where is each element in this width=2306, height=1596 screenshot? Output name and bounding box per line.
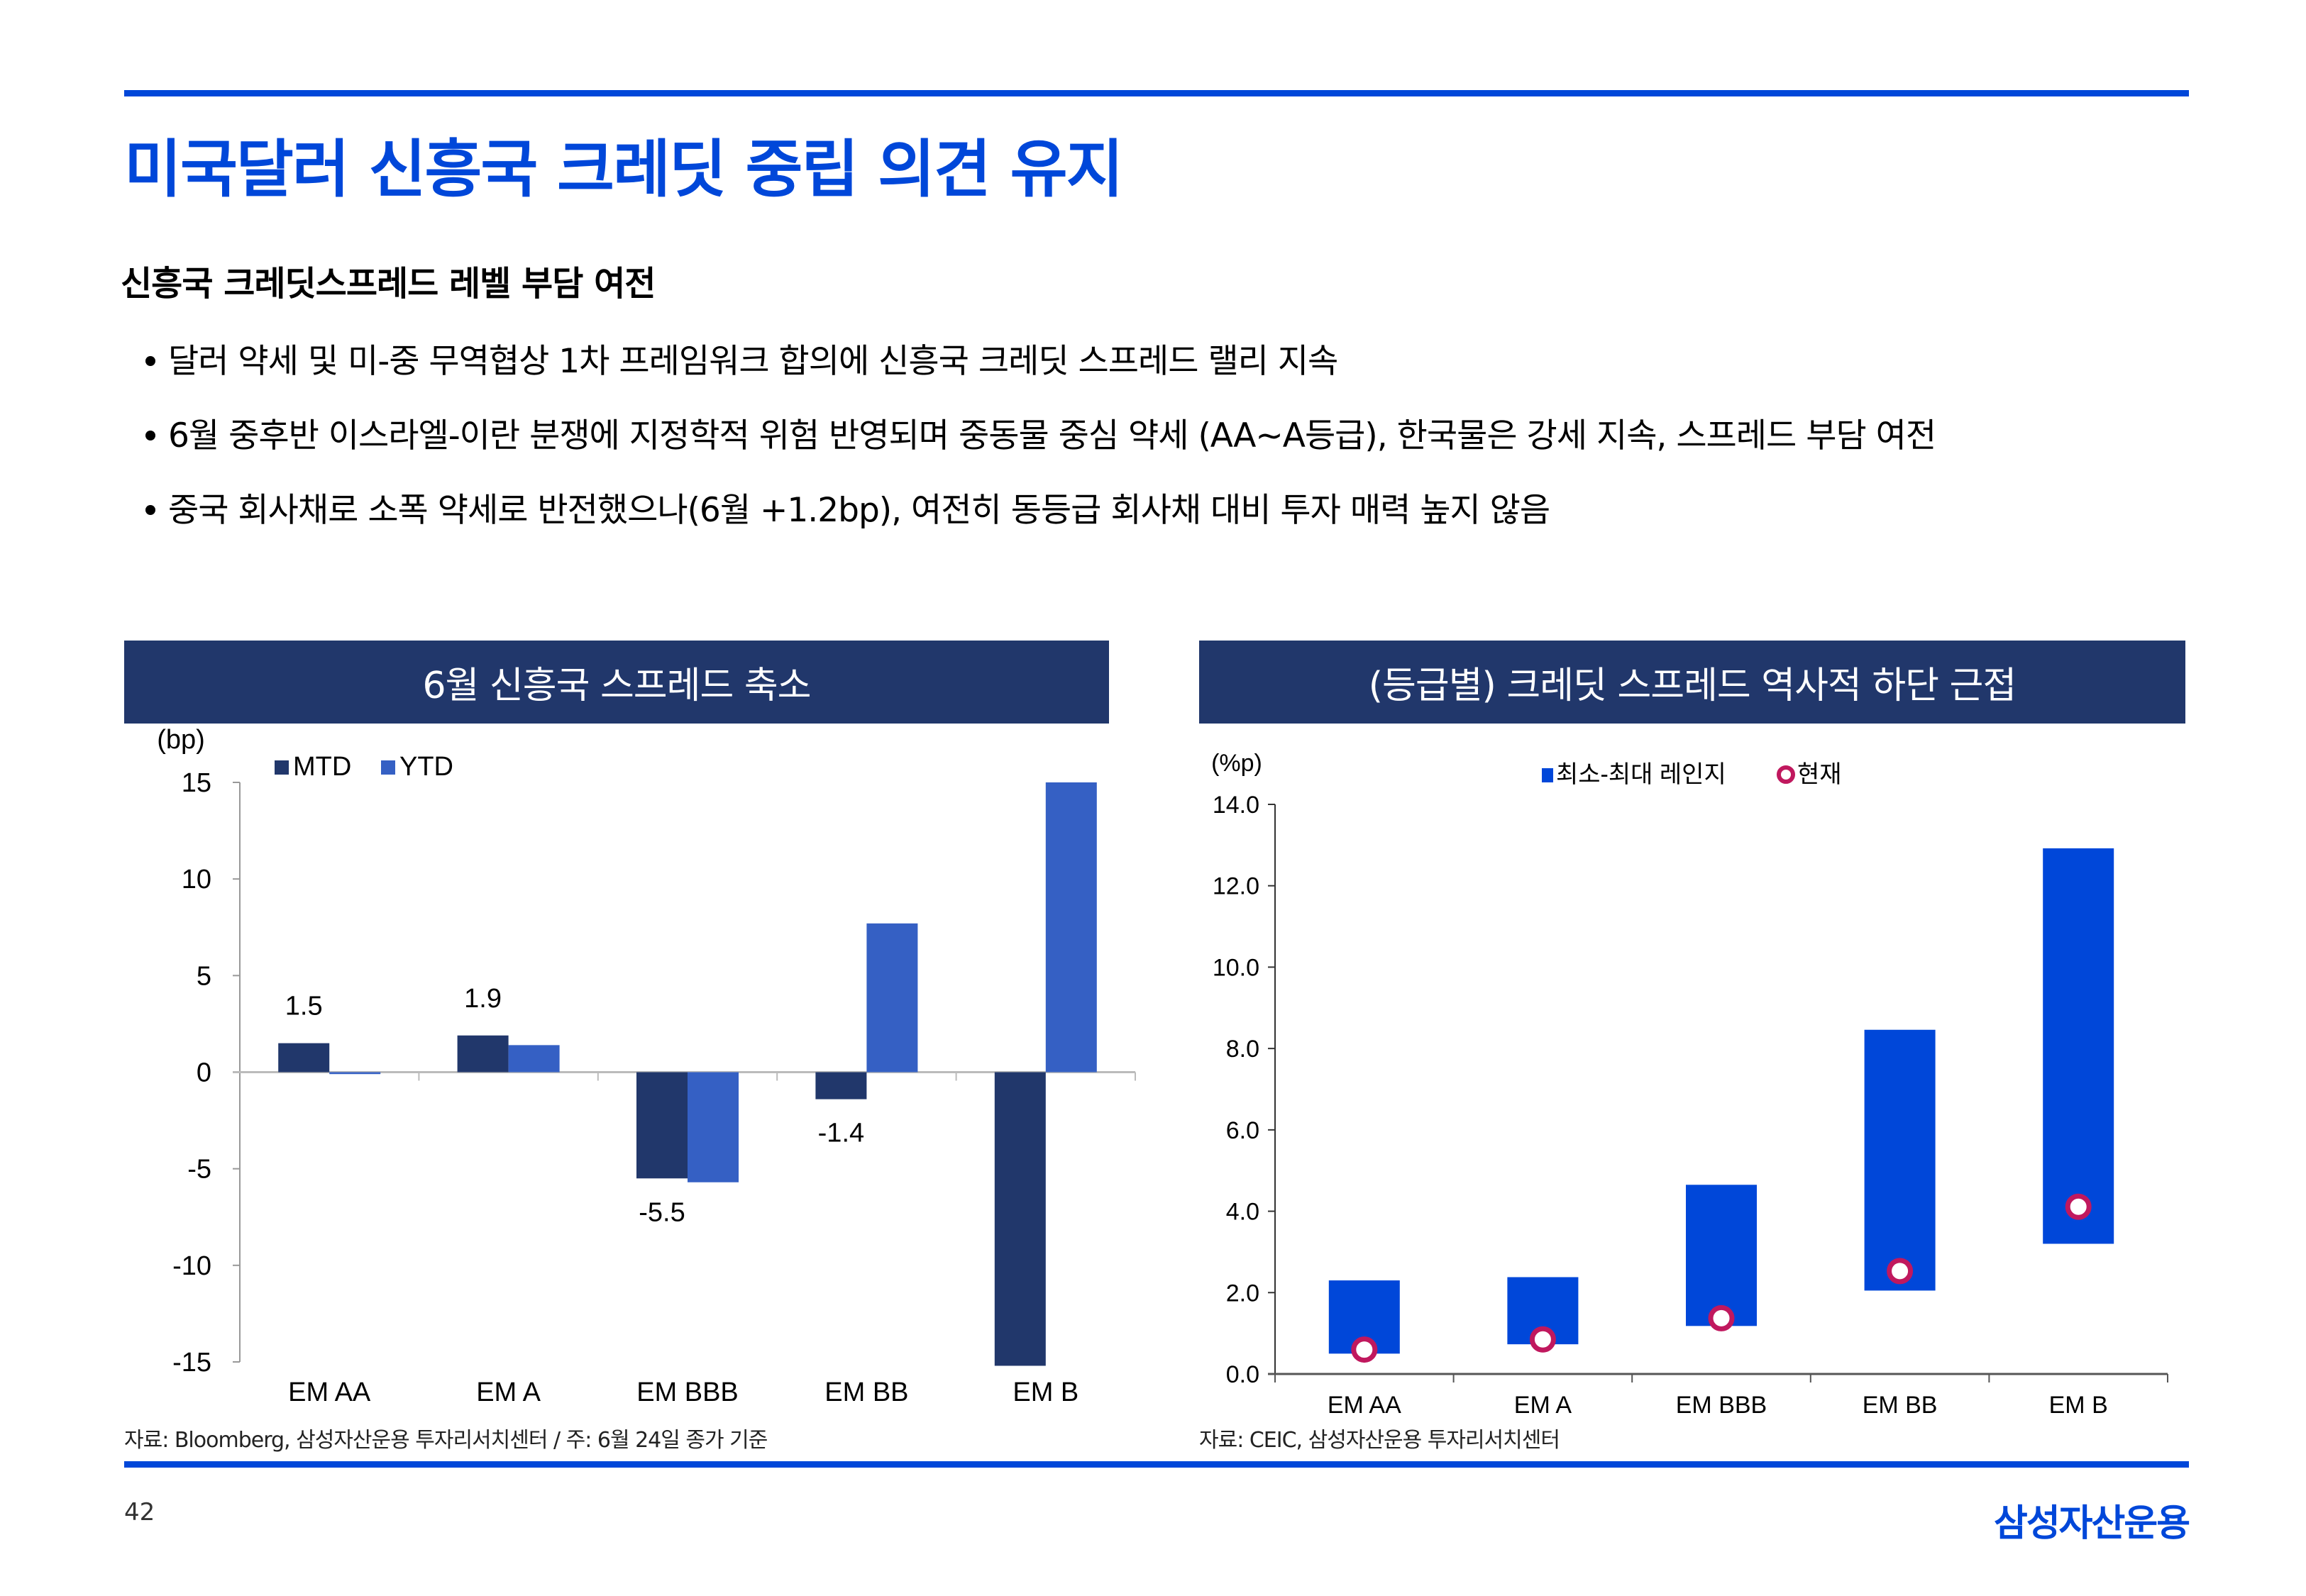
bullet-dot-icon	[145, 430, 155, 440]
chart1-bar-ytd-em-aa	[329, 1072, 381, 1075]
legend-label-range: 최소-최대 레인지	[1556, 761, 1726, 788]
chart1-y-tick-label: 0	[197, 1058, 211, 1088]
legend-label-ytd: YTD	[399, 752, 453, 782]
chart1-bar-ytd-em-a	[508, 1045, 560, 1073]
chart2-y-tick-label: 14.0	[1213, 792, 1259, 819]
bullet-dot-icon	[145, 355, 155, 366]
chart2-y-tick-label: 0.0	[1226, 1361, 1259, 1388]
chart2-range-bar-em-bbb	[1686, 1185, 1757, 1326]
chart1-y-tick-label: 15	[182, 768, 211, 798]
bullet-text: 중국 회사채로 소폭 약세로 반전했으나(6월 +1.2bp), 여전히 동등급…	[168, 491, 1550, 530]
chart2-title: (등급별) 크레딧 스프레드 역사적 하단 근접	[1368, 665, 2017, 707]
chart2-y-tick-label: 10.0	[1213, 954, 1259, 981]
page-title: 미국달러 신흥국 크레딧 중립 의견 유지	[124, 133, 1124, 206]
bullet-text: 6월 중후반 이스라엘-이란 분쟁에 지정학적 위험 반영되며 중동물 중심 약…	[168, 416, 1936, 455]
section-heading: 신흥국 크레딧스프레드 레벨 부담 여전	[121, 264, 656, 304]
company-logo: 삼성자산운용	[1994, 1502, 2190, 1545]
chart1-data-label: 1.5	[285, 992, 323, 1021]
legend-label-current: 현재	[1797, 761, 1842, 788]
chart2-current-marker-em-b	[2065, 1193, 2092, 1220]
chart2-y-tick-label: 2.0	[1226, 1280, 1259, 1307]
chart2-y-tick-label: 8.0	[1226, 1036, 1259, 1063]
chart1-bar-ytd-em-b	[1045, 782, 1097, 1073]
chart2-source: 자료: CEIC, 삼성자산운용 투자리서치센터	[1199, 1428, 1560, 1453]
chart1-x-tick-label: EM BBB	[636, 1378, 739, 1407]
chart2-x-tick-label: EM BB	[1863, 1392, 1938, 1419]
bullet-item: 6월 중후반 이스라엘-이란 분쟁에 지정학적 위험 반영되며 중동물 중심 약…	[145, 408, 1936, 457]
chart1-source: 자료: Bloomberg, 삼성자산운용 투자리서치센터 / 주: 6월 24…	[124, 1428, 768, 1453]
chart1-x-tick-label: EM A	[476, 1378, 541, 1407]
chart1-ylabel: (bp)	[157, 725, 205, 755]
chart1-bar-mtd-em-aa	[278, 1043, 330, 1073]
chart2-x-tick-label: EM AA	[1328, 1392, 1401, 1419]
chart1-y-tick-label: -15	[172, 1348, 211, 1378]
bullet-text: 달러 약세 및 미-중 무역협상 1차 프레임워크 합의에 신흥국 크레딧 스프…	[168, 342, 1338, 381]
chart2-range-bar-em-b	[2043, 848, 2114, 1244]
legend-swatch-ytd	[381, 760, 395, 775]
chart2-x-tick-label: EM A	[1514, 1392, 1572, 1419]
chart1-data-label: -5.5	[639, 1197, 685, 1227]
chart1-y-tick-label: -10	[172, 1251, 211, 1281]
chart1-bar-ytd-em-bb	[866, 923, 918, 1073]
bullet-item: 달러 약세 및 미-중 무역협상 1차 프레임워크 합의에 신흥국 크레딧 스프…	[145, 333, 1338, 382]
chart1-x-tick-label: EM AA	[288, 1378, 371, 1407]
chart2-title-bar: (등급별) 크레딧 스프레드 역사적 하단 근접	[1199, 641, 2185, 724]
chart1-data-label: -1.4	[818, 1119, 864, 1148]
chart2-y-tick-label: 4.0	[1226, 1199, 1259, 1226]
bullet-item: 중국 회사채로 소폭 약세로 반전했으나(6월 +1.2bp), 여전히 동등급…	[145, 482, 1550, 531]
chart2-x-tick-label: EM B	[2049, 1392, 2108, 1419]
chart2-x-tick-label: EM BBB	[1676, 1392, 1767, 1419]
chart2-spread-range: (%p) 최소-최대 레인지 현재 14.0 12.0 10.0 8.0 6.0 4.0 2…	[1211, 750, 2168, 1419]
bottom-divider	[124, 1461, 2189, 1468]
top-divider	[124, 90, 2189, 96]
bullet-dot-icon	[145, 504, 155, 515]
chart2-ylabel: (%p)	[1211, 750, 1262, 777]
chart1-title: 6월 신흥국 스프레드 축소	[422, 665, 811, 707]
chart1-bar-mtd-em-b	[994, 1072, 1046, 1366]
chart1-y-tick-label: 5	[197, 961, 211, 991]
chart1-y-tick-label: -5	[187, 1155, 211, 1185]
chart2-range-bar-em-bb	[1864, 1029, 1936, 1291]
chart2-y-tick-label: 6.0	[1226, 1117, 1259, 1144]
chart1-data-label: 1.9	[464, 984, 502, 1014]
chart2-y-tick-label: 12.0	[1213, 873, 1259, 900]
chart2-current-marker-em-bb	[1887, 1258, 1914, 1285]
chart1-bar-mtd-em-a	[457, 1035, 509, 1073]
chart1-bar-mtd-em-bb	[815, 1072, 867, 1099]
chart1-title-bar: 6월 신흥국 스프레드 축소	[124, 641, 1109, 724]
legend-marker-current	[1777, 765, 1795, 784]
chart1-x-tick-label: EM B	[1013, 1378, 1078, 1407]
legend-swatch-mtd	[275, 760, 289, 775]
legend-swatch-range	[1542, 768, 1553, 782]
chart1-x-tick-label: EM BB	[824, 1378, 908, 1407]
chart1-y-tick-label: 10	[182, 865, 211, 894]
chart2-current-marker-em-bbb	[1708, 1304, 1735, 1331]
chart2-current-marker-em-aa	[1351, 1336, 1378, 1363]
chart1-bar-ytd-em-bbb	[688, 1072, 739, 1182]
page-number: 42	[124, 1498, 155, 1526]
chart1-bar-mtd-em-bbb	[636, 1072, 688, 1179]
legend-label-mtd: MTD	[293, 752, 351, 782]
chart2-current-marker-em-a	[1529, 1326, 1556, 1353]
chart1-spread-change: (bp) MTD YTD 15 10 5 0 -5 -10 -15 1.5 1.9 -5.5 -1…	[157, 725, 1136, 1407]
